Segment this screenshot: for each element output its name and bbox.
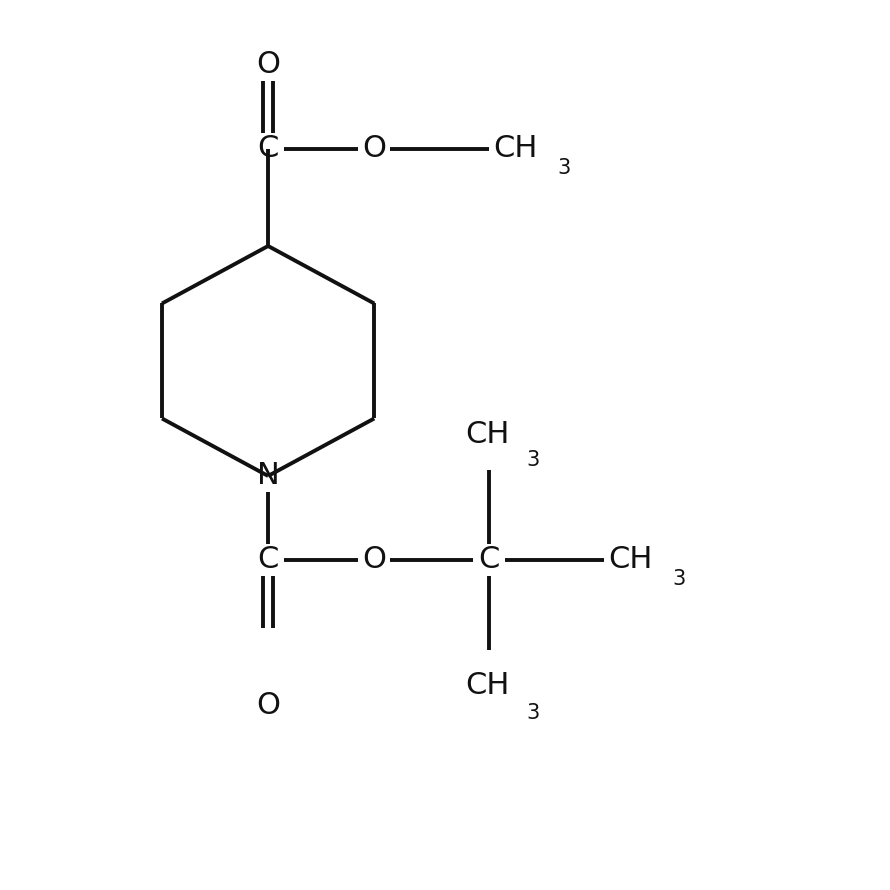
Text: C: C (257, 134, 279, 163)
Text: 3: 3 (526, 703, 539, 724)
Text: CH: CH (465, 670, 510, 700)
Text: N: N (256, 461, 279, 490)
Text: C: C (479, 546, 500, 574)
Text: CH: CH (609, 546, 653, 574)
Text: CH: CH (494, 134, 538, 163)
Text: O: O (256, 50, 280, 79)
Text: O: O (362, 546, 386, 574)
Text: O: O (256, 692, 280, 720)
Text: 3: 3 (526, 449, 539, 470)
Text: O: O (362, 134, 386, 163)
Text: 3: 3 (557, 158, 570, 178)
Text: CH: CH (465, 420, 510, 449)
Text: 3: 3 (672, 570, 685, 589)
Text: C: C (257, 546, 279, 574)
